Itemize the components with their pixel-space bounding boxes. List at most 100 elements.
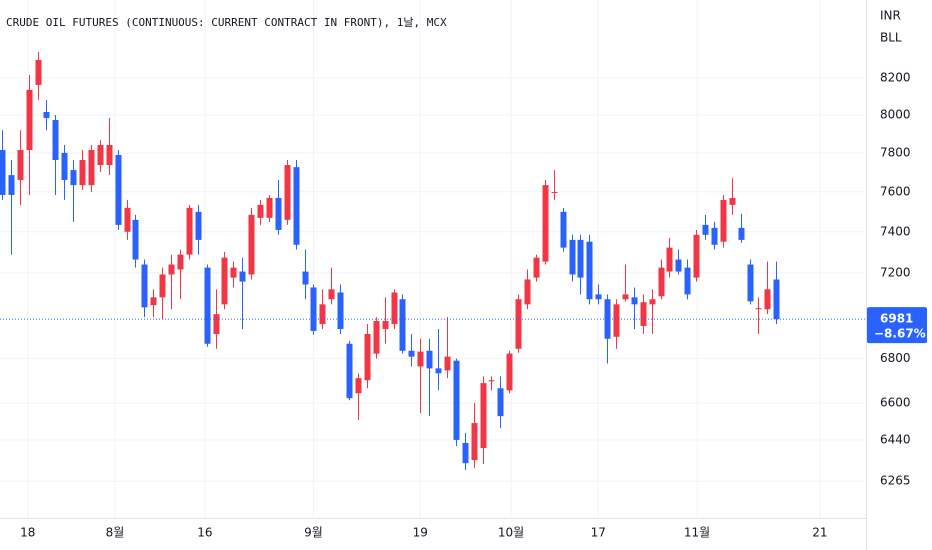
candle-body	[658, 267, 665, 297]
candle-body	[52, 120, 59, 161]
x-tick-label: 18	[20, 526, 35, 540]
candle-body	[115, 154, 122, 225]
candle-body	[399, 299, 406, 351]
candle-body	[471, 423, 478, 461]
candle-body	[391, 292, 398, 325]
candle-body	[524, 279, 531, 305]
candle-body	[542, 185, 549, 262]
candle-body	[515, 299, 522, 349]
candle-body	[26, 89, 33, 151]
candle-body	[221, 257, 228, 305]
x-tick-label: 8월	[106, 526, 125, 540]
x-tick-label: 9월	[304, 526, 323, 540]
candle-body	[248, 214, 255, 275]
candle-body	[755, 308, 762, 310]
last-price-label: 6981	[880, 312, 913, 326]
y-tick-label: 6800	[880, 351, 911, 365]
candle-body	[337, 292, 344, 329]
candle-body	[97, 145, 104, 166]
y-tick-label: 8200	[880, 70, 911, 84]
candle-body	[346, 343, 353, 399]
last-change-label: −8.67%	[874, 327, 926, 341]
candle-body	[319, 304, 326, 325]
candle-body	[702, 224, 709, 235]
y-tick-label: 7600	[880, 184, 911, 198]
candle-body	[257, 204, 264, 218]
candle-body	[747, 264, 754, 302]
candle-body	[453, 360, 460, 440]
last-price-box	[867, 307, 927, 344]
candle-body	[124, 207, 131, 232]
candle-body	[622, 294, 629, 300]
candle-body	[310, 287, 317, 331]
y-tick-label: 7400	[880, 224, 911, 238]
candles	[0, 51, 865, 471]
candle-body	[275, 197, 282, 230]
candle-body	[631, 297, 638, 305]
candle-body	[408, 350, 415, 357]
candle-body	[8, 175, 15, 195]
candle-body	[417, 351, 424, 367]
candle-body	[177, 254, 184, 270]
y-tick-label: 6440	[880, 432, 911, 446]
x-tick-label: 21	[812, 526, 827, 540]
x-tick-label: 11월	[684, 526, 710, 540]
x-tick-label: 17	[591, 526, 606, 540]
candle-body	[426, 350, 433, 369]
candle-body	[293, 167, 300, 245]
candle-body	[693, 234, 700, 278]
candle-body	[239, 271, 246, 282]
candle-body	[444, 356, 451, 371]
candle-body	[79, 160, 86, 186]
candle-body	[230, 267, 237, 278]
candle-body	[150, 297, 157, 306]
candle-body	[764, 289, 771, 310]
candle-body	[480, 383, 487, 449]
y-tick-label: 7200	[880, 265, 911, 279]
candle-body	[551, 191, 558, 193]
candle-body	[586, 241, 593, 300]
y-tick-label: 7800	[880, 145, 911, 159]
candle-body	[355, 378, 362, 394]
y-tick-label: 8000	[880, 107, 911, 121]
candle-body	[560, 211, 567, 248]
candle-body	[364, 333, 371, 381]
currency: INR	[880, 9, 901, 23]
candle-body	[773, 279, 780, 320]
candle-body	[213, 314, 220, 334]
candle-body	[61, 152, 68, 181]
candle-body	[302, 271, 309, 285]
candle-body	[649, 299, 656, 305]
candle-body	[141, 264, 148, 308]
candle-body	[577, 239, 584, 278]
candle-body	[604, 299, 611, 339]
candle-body	[435, 368, 442, 374]
x-tick-label: 10월	[498, 526, 524, 540]
candle-body	[132, 219, 139, 260]
candle-body	[284, 165, 291, 220]
candle-body	[533, 257, 540, 278]
candle-body	[43, 111, 50, 118]
candle-body	[506, 353, 513, 391]
candle-body	[195, 211, 202, 240]
candle-body	[684, 267, 691, 295]
candle-body	[204, 267, 211, 344]
x-tick-label: 19	[413, 526, 428, 540]
candle-body	[17, 150, 24, 181]
candle-body	[729, 197, 736, 205]
x-tick-label: 16	[197, 526, 212, 540]
candle-body	[0, 150, 6, 195]
y-tick-label: 6265	[880, 474, 911, 488]
candle-body	[88, 150, 95, 186]
candle-body	[569, 239, 576, 275]
candle-body	[328, 289, 335, 300]
candle-body	[497, 388, 504, 417]
candle-body	[186, 207, 193, 255]
candle-body	[35, 59, 42, 85]
candle-body	[168, 264, 175, 275]
candle-body	[720, 199, 727, 242]
chart-title: CRUDE OIL FUTURES (CONTINUOUS: CURRENT C…	[6, 16, 447, 29]
candle-body	[711, 227, 718, 245]
